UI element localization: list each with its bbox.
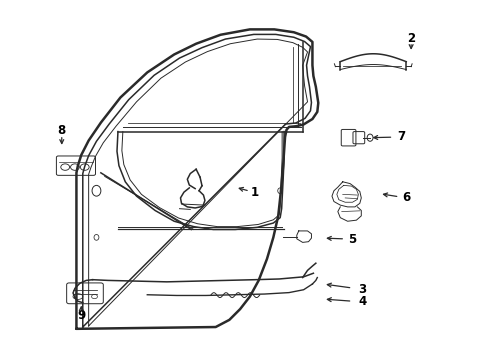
Text: 5: 5 bbox=[348, 233, 357, 246]
Text: 9: 9 bbox=[77, 309, 85, 322]
Text: 3: 3 bbox=[358, 283, 367, 296]
Text: 8: 8 bbox=[58, 124, 66, 137]
Text: 7: 7 bbox=[397, 130, 405, 144]
Text: 6: 6 bbox=[402, 192, 410, 204]
Text: 4: 4 bbox=[358, 296, 367, 309]
Text: 2: 2 bbox=[407, 32, 415, 45]
Text: 1: 1 bbox=[251, 186, 259, 199]
